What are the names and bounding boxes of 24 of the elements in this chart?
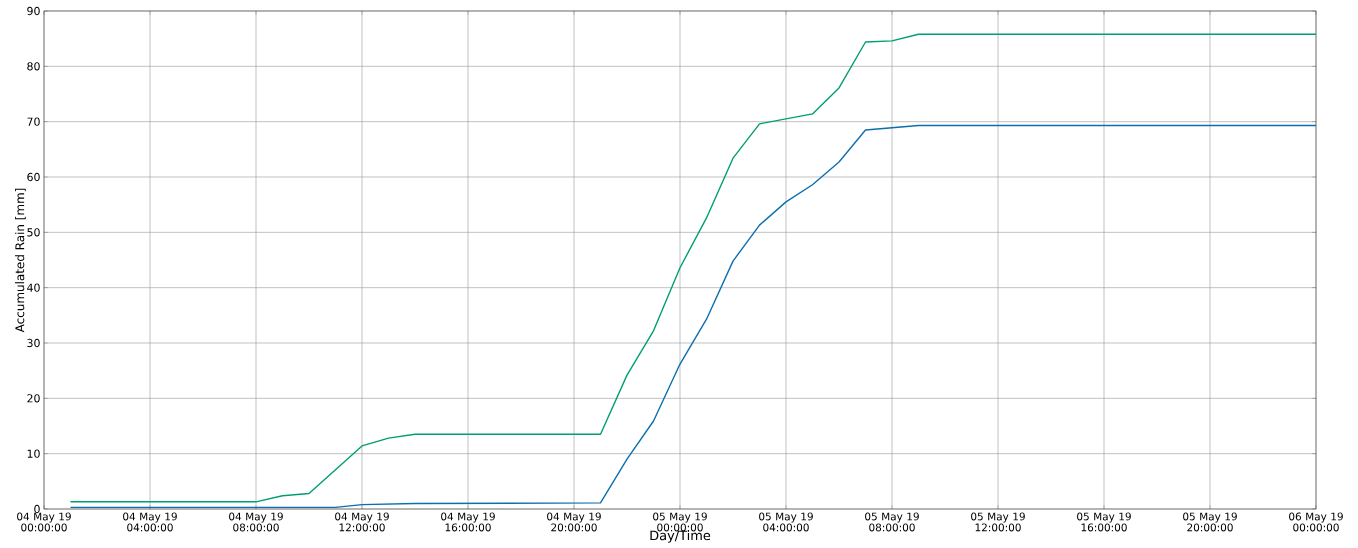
- y-tick-label: 60: [27, 172, 40, 182]
- x-tick-label: 04 May 19 20:00:00: [547, 512, 601, 532]
- x-tick-label: 04 May 19 12:00:00: [335, 512, 389, 532]
- y-axis-title: Accumulated Rain [mm]: [15, 188, 26, 333]
- x-tick-label: 05 May 19 16:00:00: [1077, 512, 1131, 532]
- x-tick-label: 05 May 19 08:00:00: [865, 512, 919, 532]
- x-tick-label: 04 May 19 08:00:00: [229, 512, 283, 532]
- x-tick-label: 04 May 19 16:00:00: [441, 512, 495, 532]
- x-tick-label: 05 May 19 04:00:00: [759, 512, 813, 532]
- y-tick-label: 70: [27, 117, 40, 126]
- y-tick-label: 90: [27, 6, 40, 16]
- x-tick-label: 04 May 19 00:00:00: [17, 512, 71, 532]
- y-tick-label: 10: [27, 449, 40, 458]
- y-tick-label: 40: [27, 283, 40, 292]
- y-tick-label: 80: [27, 62, 40, 71]
- y-tick-label: 50: [27, 228, 40, 237]
- x-tick-label: 05 May 19 20:00:00: [1183, 512, 1237, 532]
- y-tick-label: 20: [27, 394, 40, 403]
- y-tick-label: 0: [34, 504, 40, 514]
- y-tick-label: 30: [27, 338, 40, 348]
- x-axis-title: Day/Time: [650, 530, 711, 543]
- x-tick-label: 04 May 19 04:00:00: [123, 512, 177, 532]
- x-tick-label: 05 May 19 12:00:00: [971, 512, 1025, 532]
- x-tick-label: 06 May 19 00:00:00: [1289, 512, 1343, 532]
